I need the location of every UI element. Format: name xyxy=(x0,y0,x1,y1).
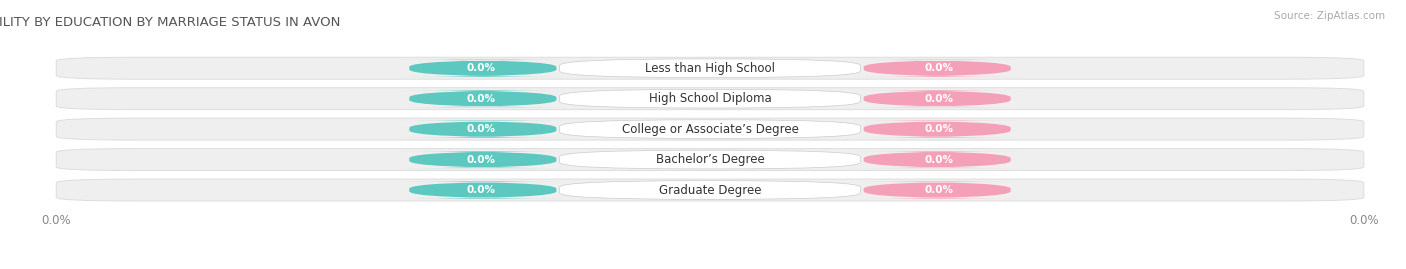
Text: High School Diploma: High School Diploma xyxy=(648,92,772,105)
FancyBboxPatch shape xyxy=(855,151,1019,168)
Text: Source: ZipAtlas.com: Source: ZipAtlas.com xyxy=(1274,11,1385,21)
FancyBboxPatch shape xyxy=(560,59,860,77)
Text: FERTILITY BY EDUCATION BY MARRIAGE STATUS IN AVON: FERTILITY BY EDUCATION BY MARRIAGE STATU… xyxy=(0,16,340,29)
FancyBboxPatch shape xyxy=(401,60,565,77)
FancyBboxPatch shape xyxy=(855,182,1019,199)
FancyBboxPatch shape xyxy=(560,181,860,199)
FancyBboxPatch shape xyxy=(560,120,860,139)
FancyBboxPatch shape xyxy=(560,89,860,108)
Text: 0.0%: 0.0% xyxy=(924,94,953,104)
FancyBboxPatch shape xyxy=(56,57,1364,79)
Text: Bachelor’s Degree: Bachelor’s Degree xyxy=(655,153,765,166)
Text: 0.0%: 0.0% xyxy=(467,63,496,73)
FancyBboxPatch shape xyxy=(401,182,565,199)
Text: 0.0%: 0.0% xyxy=(924,124,953,134)
Text: 0.0%: 0.0% xyxy=(924,155,953,165)
FancyBboxPatch shape xyxy=(560,150,860,169)
Text: 0.0%: 0.0% xyxy=(467,155,496,165)
FancyBboxPatch shape xyxy=(401,90,565,107)
Text: 0.0%: 0.0% xyxy=(924,63,953,73)
FancyBboxPatch shape xyxy=(855,60,1019,77)
Text: 0.0%: 0.0% xyxy=(467,94,496,104)
Text: Graduate Degree: Graduate Degree xyxy=(659,183,761,197)
FancyBboxPatch shape xyxy=(56,88,1364,110)
FancyBboxPatch shape xyxy=(56,148,1364,171)
Legend: Married, Unmarried: Married, Unmarried xyxy=(626,264,794,269)
FancyBboxPatch shape xyxy=(855,90,1019,107)
FancyBboxPatch shape xyxy=(401,121,565,138)
FancyBboxPatch shape xyxy=(56,179,1364,201)
Text: 0.0%: 0.0% xyxy=(924,185,953,195)
FancyBboxPatch shape xyxy=(401,151,565,168)
Text: Less than High School: Less than High School xyxy=(645,62,775,75)
Text: 0.0%: 0.0% xyxy=(467,185,496,195)
Text: 0.0%: 0.0% xyxy=(467,124,496,134)
FancyBboxPatch shape xyxy=(855,121,1019,138)
Text: College or Associate’s Degree: College or Associate’s Degree xyxy=(621,123,799,136)
FancyBboxPatch shape xyxy=(56,118,1364,140)
